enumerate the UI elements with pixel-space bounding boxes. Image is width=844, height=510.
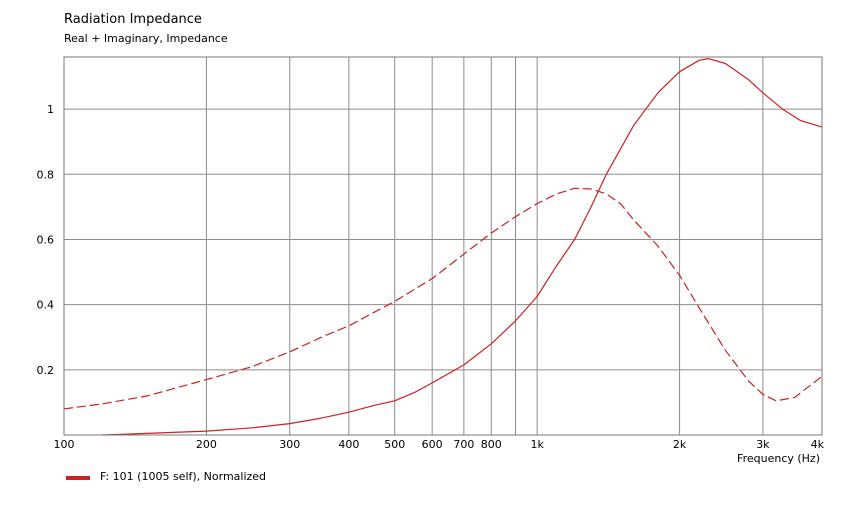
y-tick-label: 0.4 — [37, 299, 55, 312]
data-series — [63, 57, 823, 436]
y-tick-label: 0.2 — [37, 364, 55, 377]
plot-frame — [63, 56, 823, 436]
series-line-1 — [63, 187, 823, 410]
x-tick-label: 100 — [54, 438, 75, 451]
y-tick-label: 0.6 — [37, 233, 55, 246]
x-tick-label: 800 — [481, 438, 502, 451]
x-tick-label: 700 — [453, 438, 474, 451]
chart-subtitle: Real + Imaginary, Impedance — [64, 32, 228, 45]
x-tick-label: 200 — [196, 438, 217, 451]
x-tick-label: 400 — [338, 438, 359, 451]
chart-title: Radiation Impedance — [64, 12, 202, 27]
x-axis-label: Frequency (Hz) — [737, 452, 820, 465]
x-tick-labels: 100 200 300 400 500 600 700 800 1k 2k 3k 4k — [54, 438, 825, 451]
x-tick-label: 4k — [811, 438, 825, 451]
x-tick-label: 500 — [384, 438, 405, 451]
x-tick-label: 600 — [422, 438, 443, 451]
y-tick-label: 0.8 — [37, 168, 55, 181]
x-tick-label: 2k — [673, 438, 687, 451]
legend: F: 101 (1005 self), Normalized — [66, 470, 266, 483]
x-tick-label: 300 — [279, 438, 300, 451]
y-tick-label: 1 — [47, 103, 54, 116]
legend-swatch — [66, 475, 90, 480]
legend-label: F: 101 (1005 self), Normalized — [100, 470, 267, 483]
x-tick-label: 1k — [530, 438, 544, 451]
x-tick-label: 3k — [756, 438, 770, 451]
grid-lines — [64, 57, 822, 435]
y-tick-labels: 0.2 0.4 0.6 0.8 1 — [37, 103, 55, 377]
series-line-0 — [101, 57, 823, 436]
